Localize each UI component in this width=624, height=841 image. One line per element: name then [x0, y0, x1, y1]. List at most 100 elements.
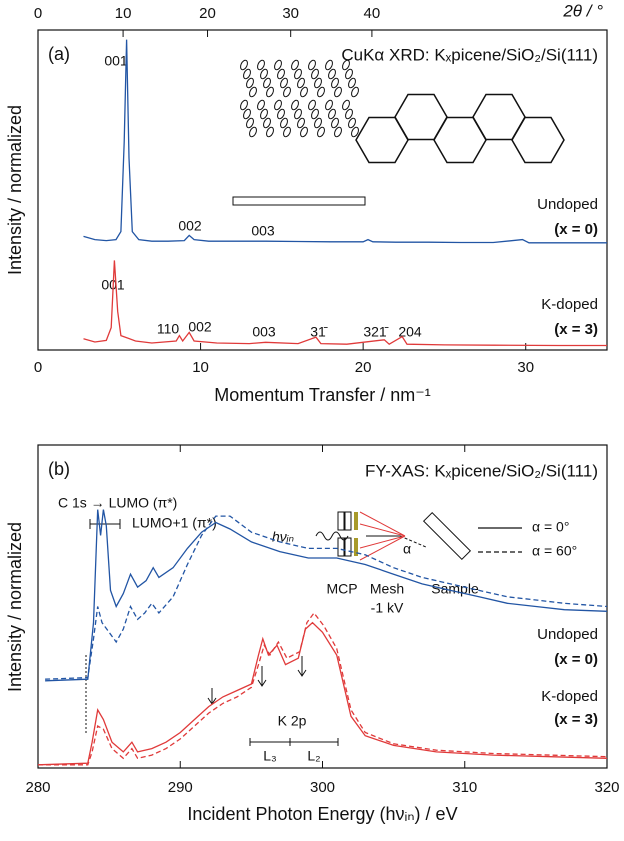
- x2-tick-label: 40: [364, 5, 381, 22]
- molecule: [240, 99, 248, 111]
- molecule: [345, 68, 353, 80]
- molecule: [274, 99, 282, 111]
- bracket: [89, 519, 121, 529]
- annotation: hνᵢₙ: [272, 529, 295, 545]
- molecule: [345, 108, 353, 120]
- series-line: [83, 39, 607, 244]
- molecule: [311, 68, 319, 80]
- annotation: Mesh: [370, 581, 404, 597]
- molecule: [266, 126, 274, 138]
- molecule: [317, 126, 325, 138]
- annotation: Sample: [431, 581, 479, 597]
- x2-axis-label: 2θ / °: [562, 1, 603, 20]
- series-line: [45, 509, 608, 682]
- legend-label: α = 60°: [532, 543, 577, 559]
- series-label: (x = 0): [554, 651, 598, 668]
- x-tick-label: 320: [594, 779, 619, 796]
- series-line: [45, 515, 608, 680]
- panel-label: (a): [48, 44, 70, 64]
- molecule: [240, 59, 248, 71]
- molecule: [325, 59, 333, 71]
- x-tick-label: 310: [452, 779, 477, 796]
- annotation: C 1s → LUMO (π*): [58, 495, 177, 511]
- x-tick-label: 10: [192, 359, 209, 376]
- plot-frame: [37, 444, 608, 769]
- molecule: [300, 126, 308, 138]
- series-label: (x = 0): [554, 221, 598, 238]
- ring: [433, 116, 487, 164]
- molecule: [249, 86, 257, 98]
- molecule: [280, 117, 288, 129]
- molecule: [260, 68, 268, 80]
- molecule: [300, 86, 308, 98]
- peak-label: 321̄: [363, 324, 388, 340]
- decoration: [85, 511, 472, 746]
- y-axis-label: Intensity / normalized: [5, 105, 25, 275]
- chart-title: CuKα XRD: Kₓpicene/SiO₂/Si(111): [341, 45, 598, 64]
- molecule: [246, 77, 254, 89]
- x2-tick-label: 10: [115, 5, 132, 22]
- molecule: [263, 77, 271, 89]
- molecule: [331, 77, 339, 89]
- molecule: [277, 68, 285, 80]
- molecule: [243, 108, 251, 120]
- x-tick-label: 30: [517, 359, 534, 376]
- molecule: [348, 77, 356, 89]
- molecule: [297, 77, 305, 89]
- ring: [472, 93, 526, 141]
- x2-tick-label: 0: [34, 5, 42, 22]
- annotation: L₃: [263, 748, 277, 764]
- mesh: [354, 512, 358, 556]
- molecule: [314, 117, 322, 129]
- annotation: K 2p: [278, 713, 307, 729]
- x-tick-label: 280: [25, 779, 50, 796]
- molecule: [246, 117, 254, 129]
- x-tick-label: 20: [355, 359, 372, 376]
- molecule: [314, 77, 322, 89]
- series-label: Undoped: [537, 196, 598, 213]
- ring: [355, 116, 409, 164]
- series-line: [37, 621, 608, 766]
- peak-label: 204: [398, 324, 422, 340]
- series-label: Undoped: [537, 626, 598, 643]
- molecule: [294, 68, 302, 80]
- x2-tick-label: 30: [282, 5, 299, 22]
- annotation: LUMO+1 (π*): [132, 515, 217, 531]
- molecule: [291, 59, 299, 71]
- molecule: [263, 117, 271, 129]
- molecule: [283, 86, 291, 98]
- molecule: [257, 59, 265, 71]
- peak-label: 31̄: [310, 324, 328, 340]
- molecule: [342, 99, 350, 111]
- molecule: [328, 68, 336, 80]
- molecule: [308, 59, 316, 71]
- peak-label: 002: [188, 319, 212, 335]
- molecule: [274, 59, 282, 71]
- series-label: K-doped: [541, 296, 598, 313]
- x-axis-label: Momentum Transfer / nm⁻¹: [214, 385, 431, 405]
- crystal-sketch: [240, 59, 359, 138]
- annotation: -1 kV: [371, 600, 404, 616]
- peak-label: 003: [252, 324, 276, 340]
- x-tick-label: 0: [34, 359, 42, 376]
- chart-title: FY-XAS: Kₓpicene/SiO₂/Si(111): [365, 461, 598, 480]
- molecule: [331, 117, 339, 129]
- molecule: [291, 99, 299, 111]
- ring: [511, 116, 565, 164]
- picene-structure: [355, 93, 565, 164]
- molecule: [325, 99, 333, 111]
- x2-tick-label: 20: [199, 5, 216, 22]
- panel-label: (b): [48, 459, 70, 479]
- series-label: K-doped: [541, 688, 598, 705]
- molecule: [342, 59, 350, 71]
- emission-arrows: [359, 511, 406, 561]
- molecule: [317, 86, 325, 98]
- molecule: [311, 108, 319, 120]
- molecule: [334, 86, 342, 98]
- peak-label: 002: [178, 218, 202, 234]
- molecule: [351, 126, 359, 138]
- legend-label: α = 0°: [532, 519, 569, 535]
- molecule: [328, 108, 336, 120]
- molecule: [249, 126, 257, 138]
